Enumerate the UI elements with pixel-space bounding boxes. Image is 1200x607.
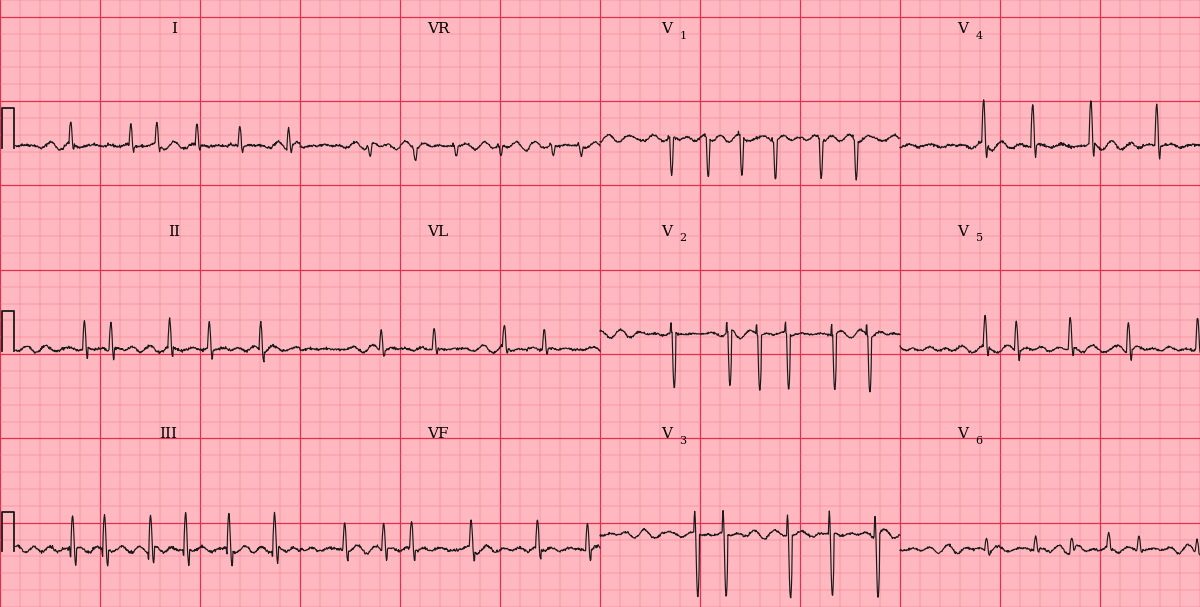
Text: V: V xyxy=(661,225,672,239)
Text: II: II xyxy=(168,225,180,239)
Text: VF: VF xyxy=(427,427,449,441)
Text: 4: 4 xyxy=(976,32,983,41)
Text: 1: 1 xyxy=(679,32,686,41)
Text: V: V xyxy=(661,427,672,441)
Text: VR: VR xyxy=(427,22,449,36)
Text: 2: 2 xyxy=(679,234,686,243)
Text: V: V xyxy=(958,427,968,441)
Text: I: I xyxy=(172,22,178,36)
Text: V: V xyxy=(958,225,968,239)
Text: 6: 6 xyxy=(976,436,983,446)
Text: 5: 5 xyxy=(976,234,983,243)
Text: 3: 3 xyxy=(679,436,686,446)
Text: III: III xyxy=(160,427,178,441)
Text: VL: VL xyxy=(427,225,449,239)
Text: V: V xyxy=(958,22,968,36)
Text: V: V xyxy=(661,22,672,36)
